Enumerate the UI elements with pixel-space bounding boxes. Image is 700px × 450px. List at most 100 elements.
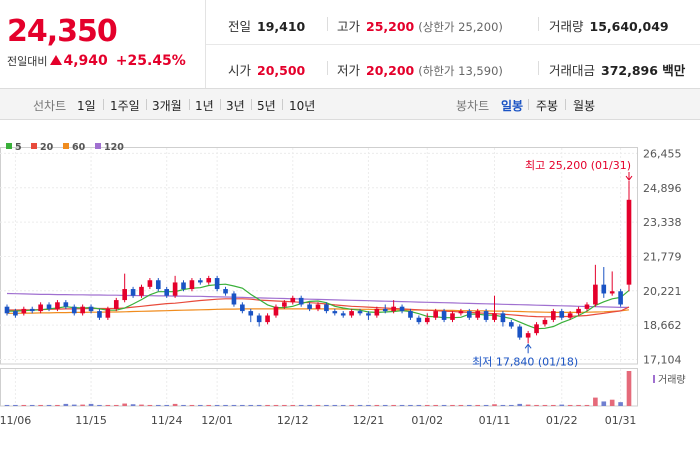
volume-plot-frame (0, 368, 638, 407)
volume-bar (450, 404, 455, 406)
tab-line-5y[interactable]: 5년 (257, 99, 276, 113)
candle-body (382, 308, 388, 312)
legend-swatch (31, 143, 37, 149)
volume-bar (332, 404, 338, 406)
volume-bar (374, 404, 380, 406)
tab-line-3m[interactable]: 3개월 (152, 99, 182, 113)
x-tick-label: 12/01 (201, 414, 233, 427)
candle-body (542, 319, 548, 325)
volume-bar (391, 404, 396, 406)
volume-bar (525, 404, 531, 406)
volume-cell: 거래량 15,640,049 (549, 16, 669, 35)
volume-bar (340, 404, 346, 406)
volume-bar (231, 404, 237, 406)
candle-body (500, 313, 506, 323)
candle-body (399, 306, 405, 312)
candle-body (332, 311, 338, 314)
volume-bar (424, 404, 430, 406)
volume-bar (609, 399, 615, 406)
volume-bar (282, 404, 287, 406)
candle-body (509, 322, 514, 327)
cell-separator (538, 17, 539, 31)
amount-label: 거래대금 (549, 63, 596, 78)
high-arrow-head (625, 175, 633, 181)
volume-bar (105, 404, 111, 406)
candle-body (189, 280, 195, 290)
tab-candle-daily[interactable]: 일봉 (501, 99, 524, 113)
volume-bar (80, 404, 85, 406)
candle-body (374, 308, 380, 316)
tab-divider (220, 99, 221, 110)
y-tick-label: 17,104 (643, 354, 682, 367)
volume-bar (517, 403, 523, 406)
x-tick-label: 01/22 (546, 414, 578, 427)
candle-body (4, 306, 10, 314)
tab-candle-monthly[interactable]: 월봉 (573, 99, 596, 113)
candle-body (517, 326, 523, 338)
tab-line-3y[interactable]: 3년 (226, 99, 245, 113)
volume-bar (147, 404, 153, 406)
volume-bar (214, 404, 220, 406)
candle-body (282, 302, 287, 307)
tab-candle-weekly[interactable]: 주봉 (536, 99, 559, 113)
tab-divider (189, 99, 190, 110)
candle-body (534, 324, 539, 334)
volume-bar (298, 404, 304, 406)
candle-body (441, 311, 447, 320)
low-annotation: 최저 17,840 (01/18) (472, 355, 578, 368)
candle-body (38, 304, 43, 312)
volume-value: 15,640,049 (589, 19, 669, 34)
candle-body (147, 280, 153, 287)
candle-body (551, 311, 556, 320)
volume-bar (500, 404, 506, 406)
prev-close-cell: 전일 19,410 (228, 16, 305, 35)
volume-bar (273, 404, 279, 406)
volume-bar (4, 404, 10, 406)
volume-bar (559, 404, 565, 406)
candle-body (155, 280, 161, 290)
y-tick-label: 26,455 (643, 147, 682, 160)
volume-bar (534, 404, 539, 406)
tab-line-1w[interactable]: 1주일 (110, 99, 140, 113)
volume-bar (601, 401, 607, 406)
candle-body (130, 289, 136, 296)
volume-bar (357, 404, 363, 406)
candle-body (391, 306, 396, 312)
legend-label: 20 (40, 142, 54, 153)
legend-swatch (95, 143, 101, 149)
change-rate: +25.45% (115, 53, 186, 69)
candle-body (424, 317, 430, 323)
price-change: 전일대비 4,940 +25.45% (7, 53, 186, 69)
candle-body (198, 280, 203, 283)
candle-body (139, 286, 144, 296)
candle-body (97, 311, 102, 318)
candle-body (466, 311, 472, 318)
candle-body (113, 300, 119, 309)
line-chart-label: 선차트 (33, 99, 67, 113)
volume-bar (290, 404, 296, 406)
high-annotation: 최고 25,200 (01/31) (525, 159, 631, 172)
amount-value: 372,896 백만 (601, 63, 686, 78)
candle-body (265, 315, 270, 323)
amount-cell: 거래대금 372,896 백만 (549, 60, 685, 79)
volume-label: 거래량 (658, 374, 686, 386)
x-tick-label: 01/02 (411, 414, 443, 427)
volume-bar (139, 404, 144, 406)
volume-bar (248, 404, 254, 406)
candle-body (240, 304, 245, 312)
open-value: 20,500 (257, 63, 306, 78)
legend-swatch (6, 143, 12, 149)
lower-limit: (하한가 13,590) (418, 64, 503, 78)
volume-bar (483, 404, 489, 406)
tab-line-1y[interactable]: 1년 (195, 99, 214, 113)
tab-divider (103, 99, 104, 110)
high-label: 고가 (337, 19, 361, 34)
candle-body (290, 297, 296, 303)
volume-bar (164, 404, 170, 406)
candle-body (55, 302, 60, 309)
up-triangle-icon (50, 55, 63, 65)
tab-line-10y[interactable]: 10년 (289, 99, 316, 113)
tab-line-1d[interactable]: 1일 (77, 99, 96, 113)
volume-bar (307, 404, 312, 406)
candle-body (273, 306, 279, 316)
